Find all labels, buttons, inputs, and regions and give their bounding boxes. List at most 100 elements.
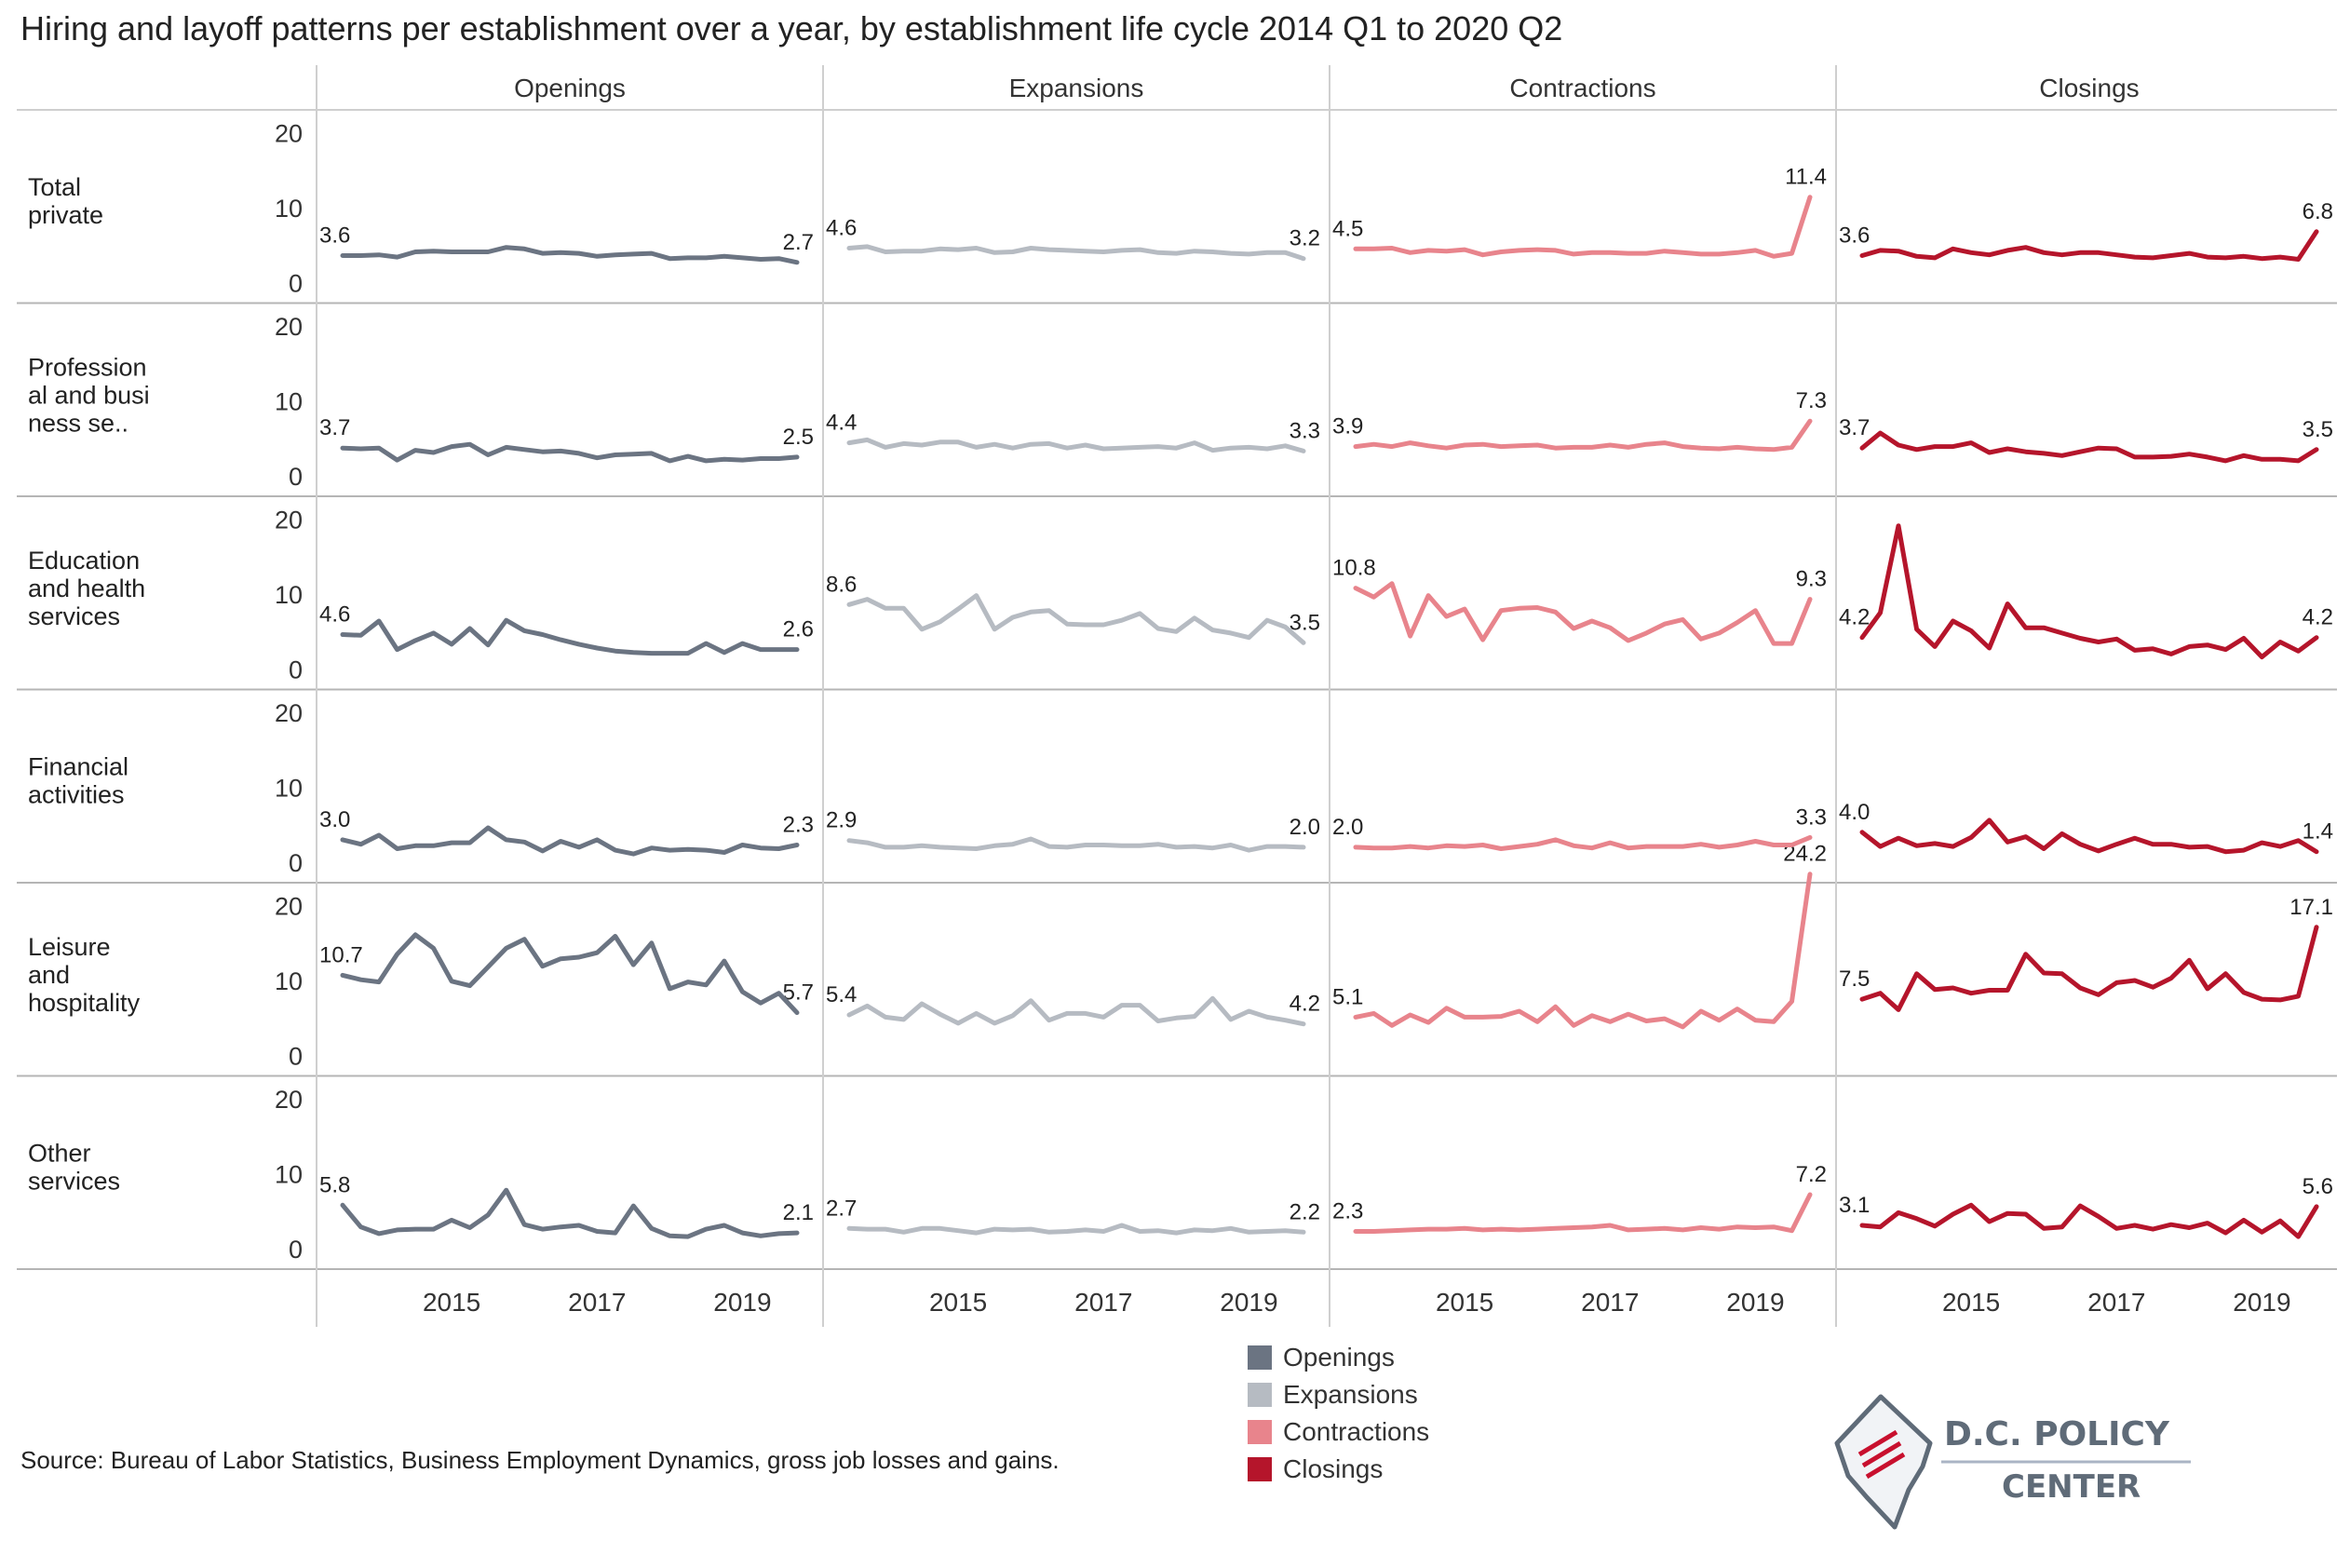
series-line-openings [340, 825, 800, 857]
logo-line-1: D.C. POLICY [1944, 1415, 2170, 1453]
series-line-closings [1859, 1202, 2319, 1239]
data-label-first: 3.7 [1839, 415, 1870, 440]
y-tick-label: 20 [275, 120, 303, 148]
dc-map-icon [1834, 1394, 1933, 1530]
data-label-first: 3.0 [319, 807, 350, 832]
y-tick-label: 20 [275, 1086, 303, 1114]
series-line-contractions [1353, 1192, 1813, 1234]
data-label-first: 3.1 [1839, 1193, 1870, 1218]
x-tick-label: 2019 [1726, 1288, 1784, 1317]
x-tick-label: 2015 [1436, 1288, 1493, 1317]
data-label-first: 4.0 [1839, 800, 1870, 825]
label-layer: Openings Expansions Contractions Closings To… [28, 74, 2333, 1317]
x-tick-label: 2015 [929, 1288, 987, 1317]
x-tick-label: 2017 [1074, 1288, 1132, 1317]
data-label-first: 2.7 [826, 1196, 857, 1221]
series-layer [340, 195, 2319, 1239]
source-note: Source: Bureau of Labor Statistics, Busi… [20, 1446, 1060, 1474]
y-tick-label: 0 [289, 1043, 303, 1071]
series-line-openings [340, 245, 800, 265]
data-label-last: 9.3 [1796, 567, 1827, 592]
data-label-first: 3.6 [1839, 223, 1870, 249]
series-line-expansions [846, 437, 1306, 453]
row-label-line: services [28, 602, 120, 630]
x-tick-label: 2019 [713, 1288, 771, 1317]
chart-title: Hiring and layoff patterns per establish… [20, 9, 1563, 47]
series-line-closings [1859, 523, 2319, 660]
legend-swatch-openings [1248, 1345, 1272, 1370]
row-label-line: Financial [28, 753, 128, 781]
row-label-line: activities [28, 781, 125, 809]
data-label-last: 1.4 [2303, 819, 2333, 845]
legend-label: Openings [1283, 1343, 1395, 1372]
series-line-expansions [846, 1223, 1306, 1236]
data-label-last: 3.3 [1796, 804, 1827, 830]
data-label-first: 4.2 [1839, 605, 1870, 630]
series-line-closings [1859, 430, 2319, 464]
legend-swatch-expansions [1248, 1383, 1272, 1407]
y-tick-label: 10 [275, 1161, 303, 1189]
data-label-last: 3.5 [1290, 610, 1320, 635]
series-line-contractions [1353, 195, 1813, 259]
series-line-openings [340, 617, 800, 656]
data-label-first: 5.1 [1332, 984, 1363, 1009]
x-tick-label: 2015 [423, 1288, 480, 1317]
x-tick-label: 2017 [568, 1288, 626, 1317]
data-label-first: 3.7 [319, 415, 350, 440]
data-label-last: 17.1 [2289, 895, 2333, 920]
x-tick-label: 2017 [1581, 1288, 1639, 1317]
series-line-closings [1859, 925, 2319, 1012]
dc-policy-center-logo: D.C. POLICY CENTER [1834, 1394, 2191, 1530]
series-line-expansions [846, 995, 1306, 1027]
legend-item-closings: Closings [1248, 1454, 1383, 1484]
y-tick-label: 20 [275, 893, 303, 921]
legend-swatch-closings [1248, 1457, 1272, 1481]
data-label-last: 6.8 [2303, 199, 2333, 224]
row-label-line: ness se.. [28, 410, 128, 438]
data-label-last: 7.3 [1796, 388, 1827, 413]
column-header-closings: Closings [2039, 74, 2139, 102]
y-tick-label: 10 [275, 581, 303, 609]
data-label-first: 2.9 [826, 808, 857, 833]
legend-label: Contractions [1283, 1417, 1430, 1446]
y-tick-label: 20 [275, 313, 303, 341]
data-label-first: 4.4 [826, 411, 857, 436]
y-tick-label: 10 [275, 967, 303, 995]
data-label-last: 3.5 [2303, 417, 2333, 442]
data-label-first: 4.6 [826, 215, 857, 240]
legend-item-expansions: Expansions [1248, 1380, 1418, 1410]
data-label-first: 4.6 [319, 602, 350, 627]
data-label-first: 7.5 [1839, 966, 1870, 992]
series-line-contractions [1353, 834, 1813, 851]
data-label-last: 2.3 [783, 812, 814, 837]
data-label-first: 3.9 [1332, 414, 1363, 439]
series-line-contractions [1353, 872, 1813, 1030]
logo-line-2: CENTER [2002, 1468, 2141, 1506]
x-tick-label: 2019 [1220, 1288, 1277, 1317]
row-label-line: and health [28, 574, 145, 602]
row-label-line: Leisure [28, 933, 111, 961]
series-line-expansions [846, 836, 1306, 853]
x-tick-label: 2019 [2233, 1288, 2290, 1317]
data-label-first: 3.6 [319, 223, 350, 249]
legend-item-contractions: Contractions [1248, 1417, 1429, 1447]
data-label-last: 4.2 [1290, 992, 1320, 1017]
y-tick-label: 0 [289, 463, 303, 491]
y-tick-label: 0 [289, 270, 303, 298]
data-label-first: 2.0 [1332, 815, 1363, 840]
data-label-first: 4.5 [1332, 216, 1363, 241]
series-line-openings [340, 1187, 800, 1239]
series-line-expansions [846, 244, 1306, 262]
y-tick-label: 20 [275, 699, 303, 727]
column-header-expansions: Expansions [1009, 74, 1144, 102]
y-tick-label: 0 [289, 656, 303, 684]
row-label-line: Other [28, 1140, 91, 1168]
series-line-closings [1859, 818, 2319, 855]
legend-item-openings: Openings [1248, 1343, 1395, 1372]
data-label-first: 10.7 [319, 942, 363, 967]
y-tick-label: 0 [289, 849, 303, 877]
series-line-expansions [846, 593, 1306, 645]
legend-label: Closings [1283, 1454, 1384, 1483]
row-label-line: private [28, 201, 103, 229]
